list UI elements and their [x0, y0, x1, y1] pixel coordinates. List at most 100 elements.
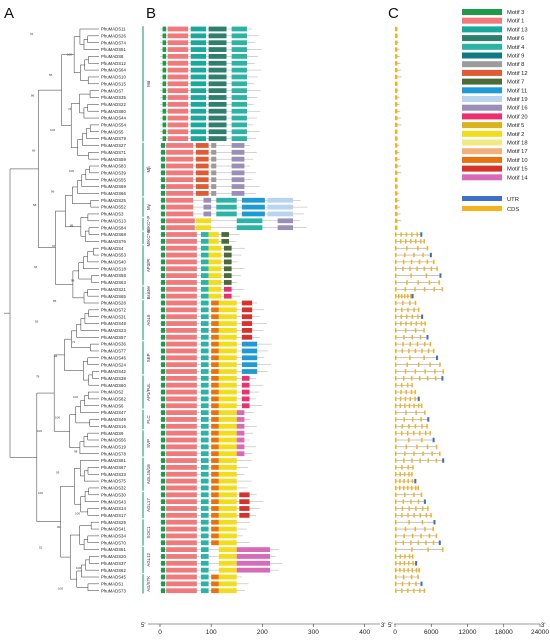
motif-box	[211, 382, 219, 388]
motif-box	[218, 334, 237, 340]
motif-box	[166, 471, 197, 477]
motif-box	[200, 369, 209, 374]
cds-box	[432, 348, 435, 354]
cds-box	[411, 478, 414, 484]
motif-box	[167, 47, 189, 52]
motif-box	[190, 67, 207, 73]
cds-box	[402, 300, 404, 306]
cds-box	[424, 369, 426, 374]
motif-box	[167, 101, 189, 107]
axis-b-end: 3'	[381, 623, 385, 629]
legend-label: Motif 19	[507, 97, 528, 103]
motif-box	[200, 478, 209, 484]
motif-box	[166, 499, 197, 505]
cds-box	[403, 533, 405, 539]
motif-box	[211, 170, 217, 176]
cds-box	[395, 437, 397, 443]
cds-box	[395, 67, 398, 73]
legend-label: Motif 15	[507, 167, 528, 173]
motif-box	[241, 355, 258, 361]
motif-box	[236, 567, 270, 573]
cds-box	[429, 430, 431, 436]
axis-b-tick-label: 200	[257, 629, 268, 636]
axis-b-tick-label: 300	[308, 629, 319, 636]
gene-label: PhuMADS14	[101, 506, 126, 511]
bootstrap-value: 78	[36, 374, 40, 378]
motif-box	[208, 81, 227, 87]
gene-label: PhuMADS13	[101, 218, 126, 223]
cds-box	[413, 451, 415, 456]
clade-label: AP1/FUL	[146, 383, 151, 401]
legend-label: Motif 7	[507, 80, 524, 86]
motif-box	[167, 122, 189, 128]
cds-box	[395, 410, 397, 415]
gene-label: PhuMADS6	[101, 403, 124, 408]
cds-box	[415, 485, 417, 491]
motif-box	[162, 60, 167, 66]
motif-box	[208, 238, 219, 244]
gene-label: PhuMADS80	[101, 109, 126, 114]
legend-swatch	[462, 174, 502, 181]
motif-box	[200, 375, 209, 381]
motif-box	[231, 156, 245, 162]
motif-box	[241, 396, 250, 402]
bootstrap-value: 100	[76, 566, 81, 570]
motif-box	[231, 40, 247, 46]
cds-box	[433, 259, 435, 265]
motif-box	[161, 163, 166, 169]
motif-box	[166, 321, 197, 326]
bootstrap-value: 90	[57, 525, 61, 529]
motif-box	[167, 40, 189, 46]
gene-label: PhuMADS64	[101, 68, 126, 73]
cds-box	[395, 513, 397, 518]
cds-box	[395, 54, 398, 59]
motif-box	[216, 211, 237, 217]
cds-box	[395, 458, 397, 463]
motif-box	[239, 506, 250, 511]
motif-box	[190, 60, 207, 66]
motif-box	[236, 225, 263, 231]
motif-box	[218, 396, 237, 402]
motif-box	[231, 115, 247, 121]
motif-box	[166, 314, 197, 320]
motif-box	[166, 225, 195, 231]
motif-box	[161, 471, 166, 477]
cds-box	[409, 341, 411, 347]
gene-label: PhuMADS34	[101, 534, 126, 539]
motif-box	[218, 389, 237, 395]
legend-label: CDS	[507, 207, 519, 213]
cds-box	[395, 520, 397, 525]
gene-structure-axis: 5' 3' 0 6000 12000 18000 24000	[388, 623, 549, 636]
motif-box	[162, 101, 167, 107]
motif-box	[190, 54, 207, 59]
cds-box	[395, 547, 397, 552]
axis-b-tick-label: 0	[158, 629, 162, 636]
legend-swatch	[462, 156, 502, 163]
gene-label: PhuMADS53	[101, 253, 126, 258]
cds-box	[401, 293, 403, 299]
motif-box	[195, 184, 209, 189]
gene-label: PhuMADS28	[101, 301, 126, 306]
clade-label: Bsister	[146, 285, 151, 299]
gene-label: PhuMADS1	[101, 581, 124, 586]
cds-box	[395, 218, 398, 223]
cds-box	[406, 430, 409, 436]
motif-box	[211, 143, 217, 148]
motif-box	[218, 444, 237, 450]
motif-box	[231, 108, 247, 114]
cds-box	[395, 95, 398, 100]
cds-box	[417, 403, 420, 408]
cds-box	[406, 280, 408, 285]
motif-box	[200, 403, 209, 409]
motif-box	[161, 328, 166, 333]
motif-box	[200, 485, 209, 491]
motif-box	[218, 512, 237, 518]
cds-box	[410, 389, 413, 395]
gene-label: PhuMADS71	[101, 150, 126, 155]
cds-box	[395, 266, 397, 271]
cds-box	[411, 547, 413, 552]
bootstrap-value: 100	[67, 52, 72, 56]
cds-box	[395, 383, 397, 388]
axis-c-start: 5'	[388, 623, 392, 629]
motif-box	[161, 149, 166, 155]
